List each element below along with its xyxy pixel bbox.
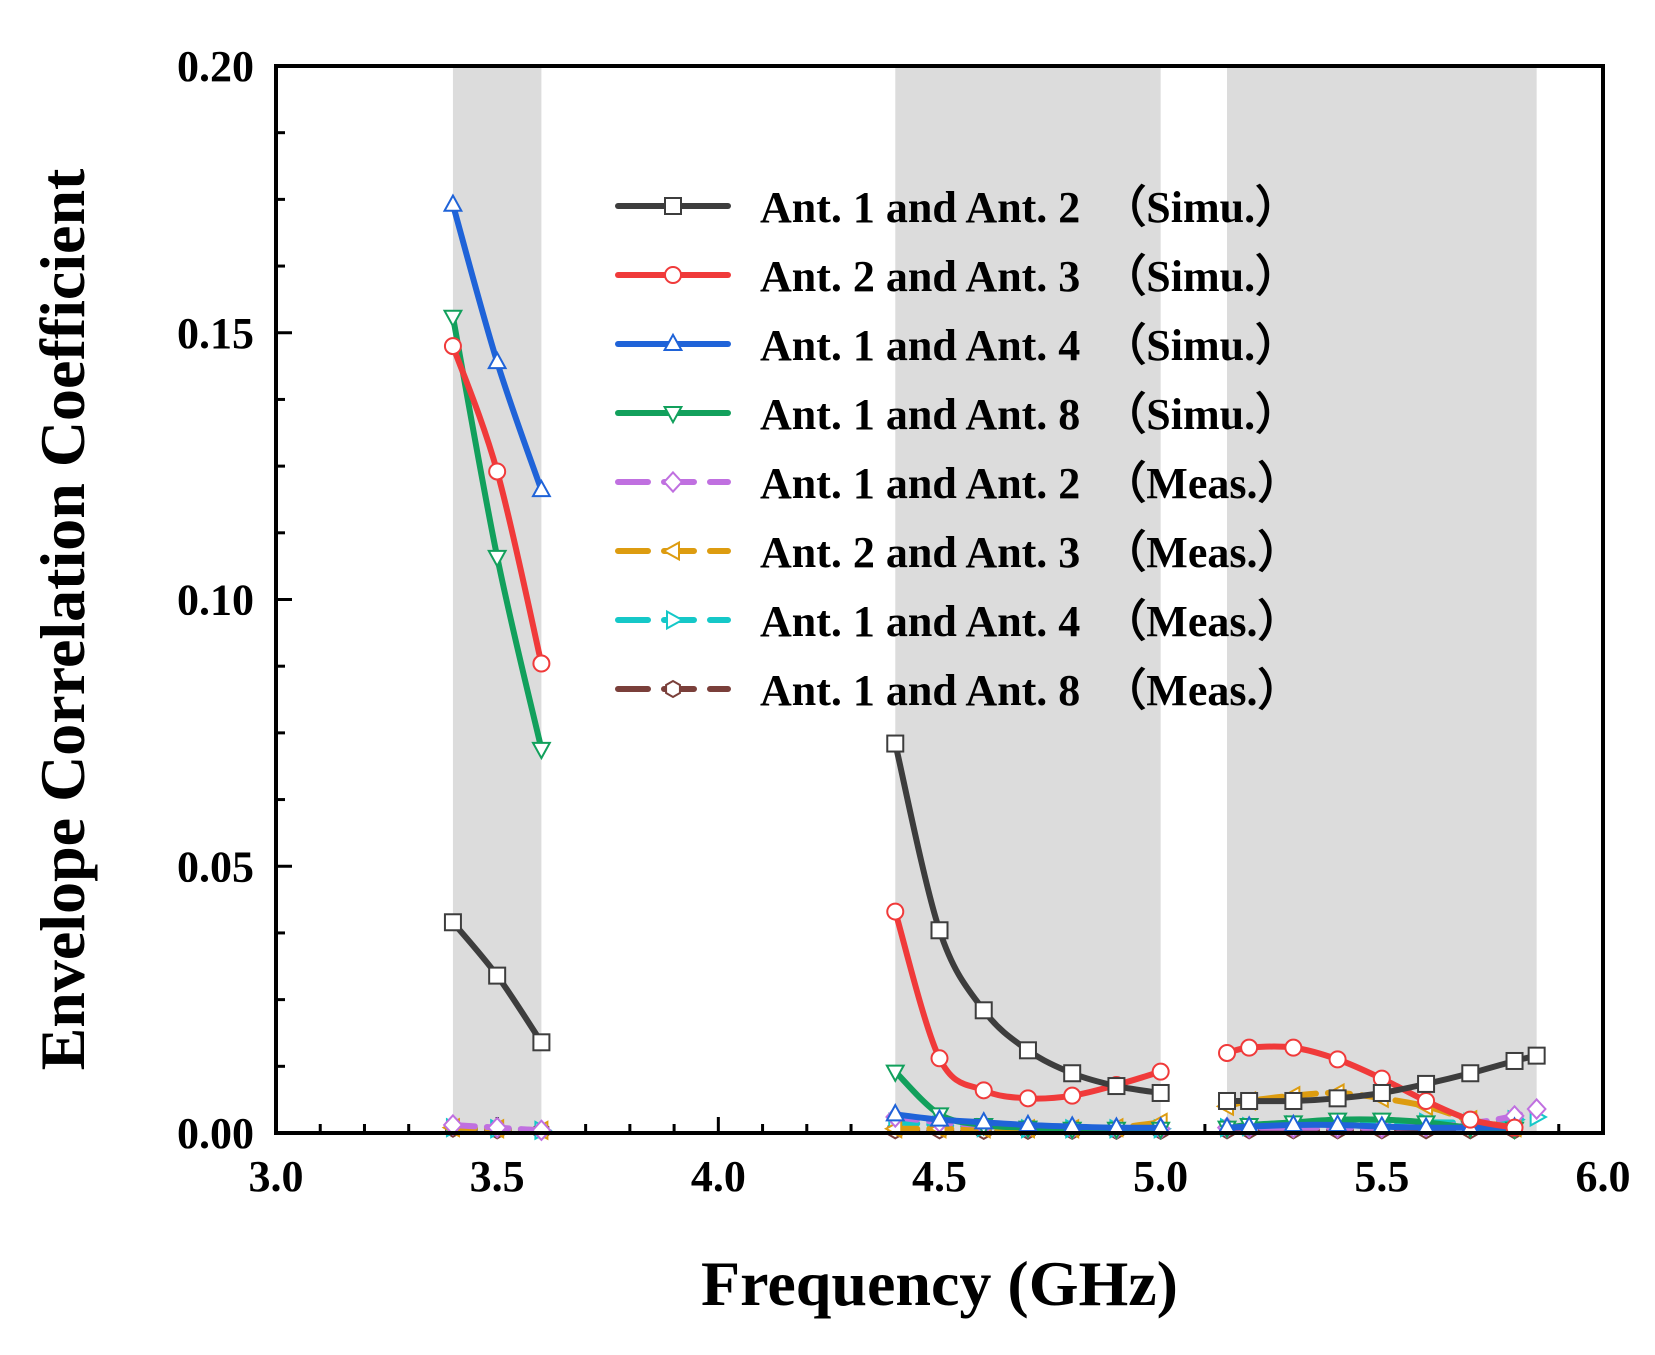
x-tick-label: 5.5 bbox=[1354, 1152, 1409, 1201]
legend-label: Ant. 1 and Ant. 4 （Simu.） bbox=[760, 321, 1299, 370]
y-tick-label: 0.10 bbox=[177, 576, 254, 625]
data-point bbox=[443, 913, 462, 932]
legend-marker bbox=[661, 540, 680, 562]
legend-label: Ant. 1 and Ant. 2 （Meas.） bbox=[760, 459, 1302, 508]
legend-marker bbox=[662, 406, 684, 425]
data-point bbox=[442, 309, 464, 329]
data-point bbox=[930, 921, 949, 940]
data-point bbox=[1372, 1083, 1391, 1102]
y-tick-label: 0.05 bbox=[177, 842, 254, 891]
shaded-band bbox=[895, 66, 1161, 1133]
x-axis-title: Frequency (GHz) bbox=[701, 1248, 1178, 1319]
data-point bbox=[1063, 1064, 1082, 1083]
data-point bbox=[487, 549, 508, 569]
data-point bbox=[1063, 1086, 1082, 1105]
data-point bbox=[532, 654, 551, 673]
data-point bbox=[1151, 1062, 1170, 1081]
data-point bbox=[885, 1103, 906, 1122]
legend-item: Ant. 1 and Ant. 4 （Meas.） bbox=[615, 597, 1302, 646]
data-point bbox=[488, 462, 507, 481]
data-point bbox=[1284, 1091, 1303, 1110]
data-point bbox=[1018, 1041, 1037, 1060]
x-tick-label: 6.0 bbox=[1576, 1152, 1631, 1201]
data-point bbox=[443, 337, 462, 356]
legend-marker bbox=[666, 609, 685, 631]
legend-marker bbox=[662, 332, 684, 351]
data-point bbox=[1505, 1051, 1524, 1070]
x-tick-label: 3.0 bbox=[249, 1152, 304, 1201]
legend-item: Ant. 1 and Ant. 8 （Simu.） bbox=[615, 390, 1299, 439]
data-point bbox=[1018, 1089, 1037, 1108]
data-point bbox=[974, 1001, 993, 1020]
data-point bbox=[1527, 1046, 1546, 1065]
data-point bbox=[532, 1033, 551, 1052]
series-group bbox=[443, 337, 1524, 1137]
legend-item: Ant. 1 and Ant. 2 （Simu.） bbox=[615, 183, 1299, 232]
data-point bbox=[974, 1081, 993, 1100]
legend-item: Ant. 1 and Ant. 2 （Meas.） bbox=[615, 459, 1302, 508]
data-point bbox=[488, 966, 507, 985]
plot-frame bbox=[274, 64, 1605, 1135]
series-layer bbox=[441, 193, 1548, 1142]
data-point bbox=[1327, 1113, 1348, 1132]
legend-label: Ant. 1 and Ant. 4 （Meas.） bbox=[760, 597, 1302, 646]
shaded-bands bbox=[452, 66, 1537, 1133]
legend-item: Ant. 2 and Ant. 3 （Meas.） bbox=[615, 528, 1302, 577]
data-point bbox=[886, 734, 905, 753]
data-point bbox=[1461, 1064, 1480, 1083]
y-tick-label: 0.00 bbox=[177, 1109, 254, 1158]
data-point bbox=[930, 1049, 949, 1068]
legend-marker bbox=[665, 679, 681, 699]
data-point bbox=[1284, 1038, 1303, 1057]
data-point bbox=[1218, 1043, 1237, 1062]
legend-item: Ant. 1 and Ant. 8 （Meas.） bbox=[615, 666, 1302, 715]
x-tick-label: 5.0 bbox=[1133, 1152, 1188, 1201]
legend-marker bbox=[664, 266, 682, 284]
x-tick-label: 3.5 bbox=[470, 1152, 525, 1201]
data-point bbox=[1417, 1074, 1436, 1093]
y-tick-label: 0.15 bbox=[177, 309, 254, 358]
data-point bbox=[929, 1108, 950, 1127]
legend-item: Ant. 2 and Ant. 3 （Simu.） bbox=[615, 252, 1299, 301]
y-tick-label: 0.20 bbox=[177, 42, 254, 91]
legend-label: Ant. 1 and Ant. 8 （Simu.） bbox=[760, 390, 1299, 439]
data-point bbox=[1240, 1091, 1259, 1110]
data-point bbox=[1328, 1050, 1347, 1069]
legend-label: Ant. 2 and Ant. 3 （Simu.） bbox=[760, 252, 1299, 301]
legend: Ant. 1 and Ant. 2 （Simu.） Ant. 2 and Ant.… bbox=[615, 183, 1302, 715]
y-axis-title: Envelope Correlation Coefficient bbox=[27, 168, 98, 1070]
data-point bbox=[531, 1119, 552, 1142]
data-point bbox=[1218, 1091, 1237, 1110]
legend-marker bbox=[664, 197, 682, 215]
x-tick-label: 4.0 bbox=[691, 1152, 746, 1201]
data-point bbox=[1240, 1038, 1259, 1057]
data-point bbox=[1283, 1113, 1304, 1132]
legend-label: Ant. 1 and Ant. 2 （Simu.） bbox=[760, 183, 1299, 232]
data-point bbox=[1151, 1083, 1170, 1102]
tick-labels: 3.0 3.5 4.0 4.5 5.0 5.5 6.0 0.00 0.05 0.10 0.15 0.2… bbox=[177, 42, 1631, 1201]
x-tick-label: 4.5 bbox=[912, 1152, 967, 1201]
data-point bbox=[1107, 1077, 1126, 1096]
data-point bbox=[1417, 1091, 1436, 1110]
series-group bbox=[443, 734, 1546, 1110]
shaded-band bbox=[1227, 66, 1537, 1133]
data-point bbox=[531, 741, 552, 761]
data-point bbox=[1328, 1089, 1347, 1108]
data-point bbox=[531, 478, 552, 498]
data-point bbox=[1017, 1113, 1039, 1132]
data-point bbox=[885, 1064, 906, 1083]
legend-label: Ant. 2 and Ant. 3 （Meas.） bbox=[760, 528, 1302, 577]
data-point bbox=[442, 193, 464, 212]
data-point bbox=[973, 1111, 994, 1130]
data-point bbox=[487, 350, 508, 370]
data-point bbox=[886, 902, 905, 921]
data-point bbox=[1461, 1110, 1480, 1129]
legend-label: Ant. 1 and Ant. 8 （Meas.） bbox=[760, 666, 1302, 715]
legend-item: Ant. 1 and Ant. 4 （Simu.） bbox=[615, 321, 1299, 370]
data-point bbox=[1526, 1097, 1547, 1121]
legend-marker bbox=[662, 470, 684, 494]
